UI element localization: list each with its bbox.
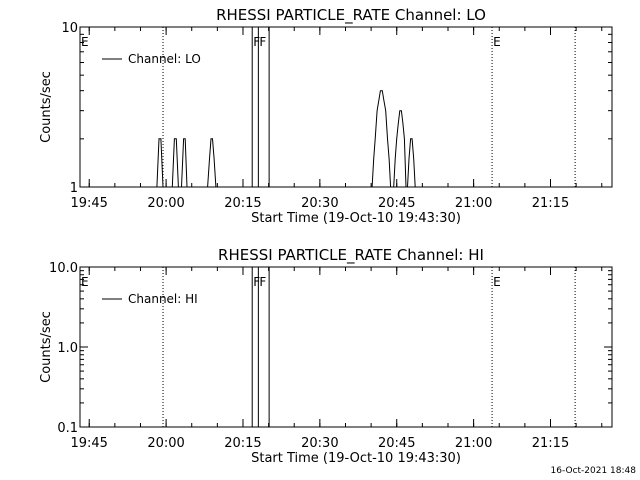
plot-frame xyxy=(79,266,613,428)
x-tick-label: 21:00 xyxy=(455,436,492,451)
x-tick-label: 19:45 xyxy=(70,436,107,451)
series-line xyxy=(89,90,603,188)
event-label: F xyxy=(259,275,266,289)
x-axis-label: Start Time (19-Oct-10 19:43:30) xyxy=(251,211,461,226)
y-tick-label: 10.0 xyxy=(49,261,78,276)
x-tick-label: 20:30 xyxy=(301,196,338,211)
x-axis-label: Start Time (19-Oct-10 19:43:30) xyxy=(251,451,461,466)
plot-frame xyxy=(79,26,613,188)
y-tick-label: 1.0 xyxy=(57,341,78,356)
y-tick-label: 0.1 xyxy=(57,421,78,436)
legend-entry: Channel: LO xyxy=(128,52,201,66)
y-tick-label: 10 xyxy=(61,21,78,36)
panel-lo: RHESSI PARTICLE_RATE Channel: LO Start Ti… xyxy=(39,6,613,226)
x-tick-label: 20:15 xyxy=(224,196,261,211)
x-tick-label: 20:15 xyxy=(224,436,261,451)
x-tick-label: 20:00 xyxy=(147,436,184,451)
event-label: F xyxy=(253,35,260,49)
legend-entry: Channel: HI xyxy=(128,292,198,306)
event-label: E xyxy=(493,275,501,289)
panel-hi: RHESSI PARTICLE_RATE Channel: HI Start Ti… xyxy=(39,246,613,466)
event-label: E xyxy=(81,35,89,49)
chart-title: RHESSI PARTICLE_RATE Channel: HI xyxy=(218,246,484,265)
chart-title: RHESSI PARTICLE_RATE Channel: LO xyxy=(216,6,486,25)
x-tick-label: 21:15 xyxy=(532,196,569,211)
y-tick-label: 1 xyxy=(70,181,78,196)
y-axis-label: Counts/sec xyxy=(39,311,54,383)
x-tick-label: 20:30 xyxy=(301,436,338,451)
event-label: E xyxy=(81,275,89,289)
x-tick-label: 20:45 xyxy=(378,436,415,451)
plot-timestamp: 16-Oct-2021 18:48 xyxy=(550,466,636,476)
event-label: F xyxy=(253,275,260,289)
event-label: E xyxy=(493,35,501,49)
event-label: F xyxy=(259,35,266,49)
x-tick-label: 20:00 xyxy=(147,196,184,211)
x-tick-label: 19:45 xyxy=(70,196,107,211)
x-tick-label: 21:15 xyxy=(532,436,569,451)
x-tick-label: 21:00 xyxy=(455,196,492,211)
y-axis-label: Counts/sec xyxy=(39,71,54,143)
x-tick-label: 20:45 xyxy=(378,196,415,211)
